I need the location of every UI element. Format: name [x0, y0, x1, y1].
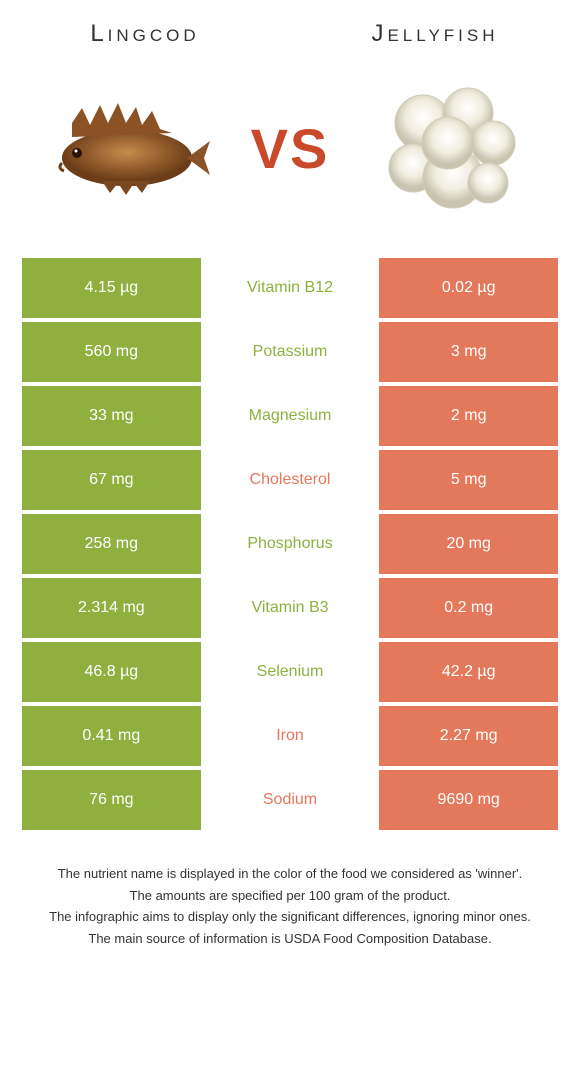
header-row: Lingcod Jellyfish	[0, 0, 580, 58]
food-title-left: Lingcod	[0, 20, 290, 48]
jellyfish-image	[363, 73, 543, 223]
value-left: 46.8 µg	[22, 642, 201, 702]
footer-line: The infographic aims to display only the…	[20, 907, 560, 927]
table-row: 560 mgPotassium3 mg	[22, 322, 558, 382]
value-right: 9690 mg	[379, 770, 558, 830]
table-row: 2.314 mgVitamin B30.2 mg	[22, 578, 558, 638]
footer-notes: The nutrient name is displayed in the co…	[0, 834, 580, 948]
table-row: 258 mgPhosphorus20 mg	[22, 514, 558, 574]
value-right: 2 mg	[379, 386, 558, 446]
value-right: 42.2 µg	[379, 642, 558, 702]
footer-line: The amounts are specified per 100 gram o…	[20, 886, 560, 906]
table-row: 76 mgSodium9690 mg	[22, 770, 558, 830]
vs-label: VS	[251, 116, 330, 181]
value-right: 0.2 mg	[379, 578, 558, 638]
nutrient-name: Selenium	[201, 642, 380, 702]
footer-line: The main source of information is USDA F…	[20, 929, 560, 949]
value-left: 0.41 mg	[22, 706, 201, 766]
lingcod-image	[37, 73, 217, 223]
nutrition-table: 4.15 µgVitamin B120.02 µg560 mgPotassium…	[22, 258, 558, 830]
nutrient-name: Sodium	[201, 770, 380, 830]
footer-line: The nutrient name is displayed in the co…	[20, 864, 560, 884]
value-left: 2.314 mg	[22, 578, 201, 638]
table-row: 67 mgCholesterol5 mg	[22, 450, 558, 510]
nutrient-name: Iron	[201, 706, 380, 766]
nutrient-name: Potassium	[201, 322, 380, 382]
value-right: 0.02 µg	[379, 258, 558, 318]
value-right: 3 mg	[379, 322, 558, 382]
value-left: 4.15 µg	[22, 258, 201, 318]
table-row: 0.41 mgIron2.27 mg	[22, 706, 558, 766]
nutrient-name: Vitamin B12	[201, 258, 380, 318]
nutrient-name: Vitamin B3	[201, 578, 380, 638]
value-right: 2.27 mg	[379, 706, 558, 766]
value-left: 67 mg	[22, 450, 201, 510]
value-left: 33 mg	[22, 386, 201, 446]
images-row: VS	[0, 58, 580, 258]
value-left: 76 mg	[22, 770, 201, 830]
table-row: 33 mgMagnesium2 mg	[22, 386, 558, 446]
value-right: 20 mg	[379, 514, 558, 574]
nutrient-name: Cholesterol	[201, 450, 380, 510]
value-right: 5 mg	[379, 450, 558, 510]
value-left: 560 mg	[22, 322, 201, 382]
value-left: 258 mg	[22, 514, 201, 574]
food-title-right: Jellyfish	[290, 20, 580, 48]
table-row: 4.15 µgVitamin B120.02 µg	[22, 258, 558, 318]
nutrient-name: Magnesium	[201, 386, 380, 446]
table-row: 46.8 µgSelenium42.2 µg	[22, 642, 558, 702]
nutrient-name: Phosphorus	[201, 514, 380, 574]
